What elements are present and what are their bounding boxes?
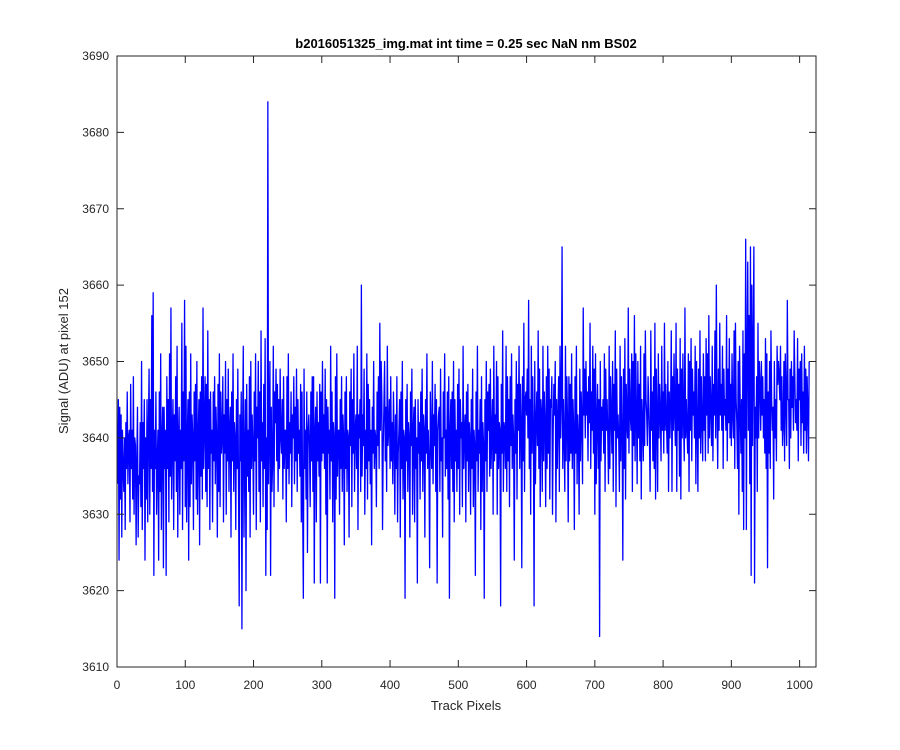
data-layer [117, 101, 810, 638]
x-tick-label: 600 [517, 678, 537, 692]
x-tick-label: 0 [114, 678, 121, 692]
y-tick-label: 3620 [82, 584, 109, 598]
axes: 0 100 200 300 400 500 600 700 800 900 1000 3610 3620… [82, 49, 817, 692]
y-axis-label: Signal (ADU) at pixel 152 [56, 288, 71, 434]
plot-area [117, 56, 816, 667]
y-tick-label: 3650 [82, 355, 109, 369]
x-tick-label: 900 [721, 678, 741, 692]
x-axis-label: Track Pixels [431, 698, 502, 713]
x-tick-label: 400 [380, 678, 400, 692]
y-tick-label: 3670 [82, 202, 109, 216]
y-tick-label: 3640 [82, 431, 109, 445]
x-tick-label: 300 [312, 678, 332, 692]
chart-title: b2016051325_img.mat int time = 0.25 sec … [295, 36, 636, 51]
x-tick-label: 1000 [786, 678, 813, 692]
y-tick-label: 3660 [82, 278, 109, 292]
x-tick-label: 800 [653, 678, 673, 692]
x-tick-label: 700 [585, 678, 605, 692]
y-tick-label: 3630 [82, 507, 109, 521]
y-tick-label: 3680 [82, 125, 109, 139]
x-tick-label: 100 [175, 678, 195, 692]
y-tick-label: 3610 [82, 660, 109, 674]
x-tick-label: 200 [244, 678, 264, 692]
y-tick-label: 3690 [82, 49, 109, 63]
x-tick-label: 500 [448, 678, 468, 692]
series-line-0 [117, 101, 810, 638]
